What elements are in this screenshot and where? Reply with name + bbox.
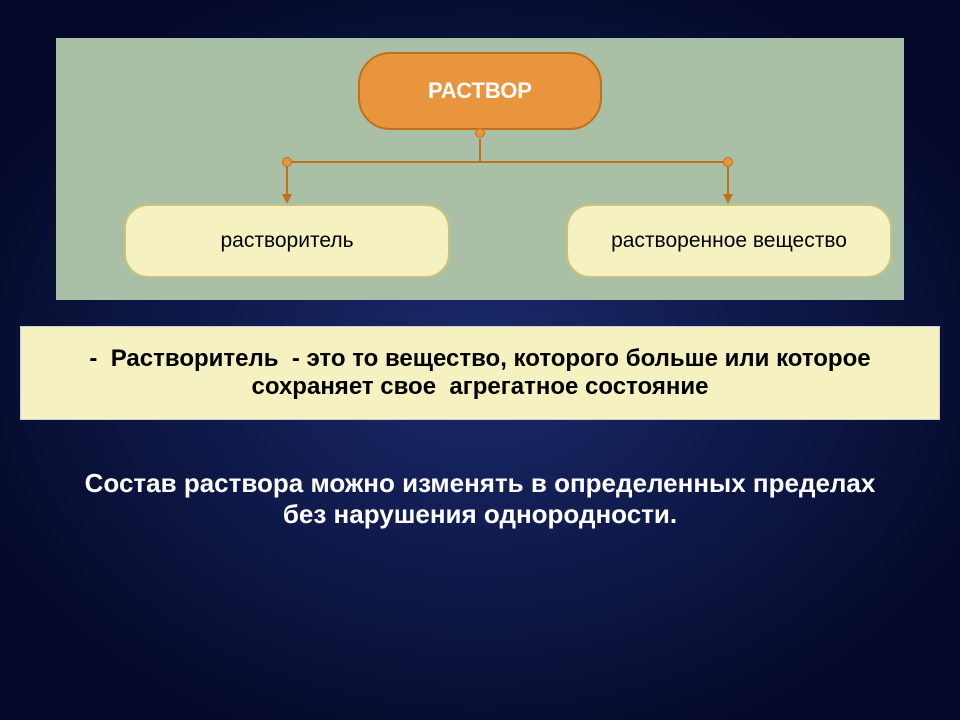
definition-box: - Растворитель - это то вещество, которо…	[20, 326, 940, 420]
child-right-label: растворенное вещество	[611, 229, 847, 253]
root-node: РАСТВОР	[358, 52, 602, 130]
diagram-panel: РАСТВОР растворитель растворенное вещест…	[56, 38, 904, 300]
root-label: РАСТВОР	[428, 78, 532, 104]
child-node-right: растворенное вещество	[566, 204, 892, 278]
bottom-text-content: Состав раствора можно изменять в определ…	[85, 468, 876, 529]
child-node-left: растворитель	[124, 204, 450, 278]
connector-dot-root	[475, 128, 485, 138]
child-left-label: растворитель	[220, 229, 353, 253]
connector-dot-left	[282, 157, 292, 167]
definition-text: - Растворитель - это то вещество, которо…	[89, 345, 870, 400]
connector-dot-right	[723, 157, 733, 167]
bottom-text: Состав раствора можно изменять в определ…	[76, 468, 884, 530]
